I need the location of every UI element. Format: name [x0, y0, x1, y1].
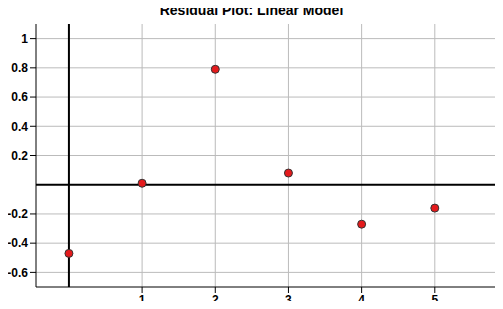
svg-text:0.8: 0.8	[11, 61, 28, 75]
svg-text:3: 3	[285, 293, 292, 301]
svg-text:1: 1	[139, 293, 146, 301]
svg-text:-0.2: -0.2	[8, 207, 28, 221]
html-text:Residual Plot: Linear Model: Residual Plot: Linear Model	[159, 2, 344, 18]
svg-text:0.6: 0.6	[11, 90, 28, 104]
svg-text:1: 1	[21, 32, 28, 46]
svg-text:5: 5	[431, 293, 438, 301]
svg-text:0.4: 0.4	[11, 120, 28, 134]
svg-text:-0.6: -0.6	[8, 266, 28, 280]
svg-text:0.2: 0.2	[11, 149, 28, 163]
svg-text:4: 4	[358, 293, 365, 301]
svg-text:-0.4: -0.4	[8, 236, 28, 250]
svg-text:2: 2	[212, 293, 219, 301]
